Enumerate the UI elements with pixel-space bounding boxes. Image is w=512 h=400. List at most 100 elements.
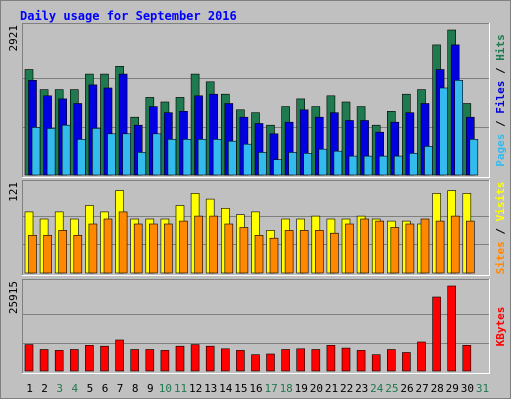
- bar-sites-day-2: [43, 235, 52, 274]
- bar-sites-day-4: [73, 235, 83, 274]
- x-tick-label: 26: [400, 382, 413, 395]
- x-tick-label: 8: [132, 382, 139, 395]
- axis-legend-part: KBytes: [494, 307, 507, 347]
- x-tick-label: 14: [219, 382, 233, 395]
- bar-pages-day-30: [469, 139, 479, 176]
- bar-sites-day-13: [209, 215, 218, 274]
- bar-kbytes-day-29: [447, 285, 457, 372]
- bar-kbytes-day-20: [311, 349, 321, 372]
- bar-pages-day-8: [137, 152, 146, 176]
- bar-pages-day-9: [152, 133, 162, 176]
- bar-kbytes-day-1: [24, 344, 34, 372]
- bar-pages-day-13: [212, 139, 222, 176]
- bar-pages-day-10: [167, 139, 177, 176]
- bar-kbytes-day-7: [115, 339, 124, 372]
- bar-pages-day-28: [439, 87, 448, 176]
- panel-visits_sites: 121 Sites / Visits: [7, 180, 507, 276]
- bar-kbytes-day-11: [175, 345, 185, 372]
- y-max-label: 121: [7, 182, 20, 202]
- bar-pages-day-25: [393, 155, 403, 176]
- bar-kbytes-day-19: [296, 348, 306, 372]
- bar-pages-day-7: [122, 133, 131, 176]
- bar-kbytes-day-3: [54, 350, 64, 372]
- bar-pages-day-15: [243, 143, 252, 176]
- x-tick-label: 7: [117, 382, 124, 395]
- x-tick-label: 25: [385, 382, 398, 395]
- bar-kbytes-day-5: [85, 344, 94, 372]
- bar-pages-day-23: [363, 155, 373, 176]
- bar-sites-day-18: [284, 230, 294, 274]
- panel-kbytes: 25915 KBytes: [7, 279, 507, 374]
- x-axis: 1 2 3 4 5 6 7 8 9 10 11 12 13 14 15 16 17 18 19 20 21 22 23 24 2…: [26, 382, 489, 395]
- bar-pages-day-2: [46, 128, 56, 176]
- bar-pages-day-29: [454, 80, 464, 176]
- bar-sites-day-29: [450, 215, 460, 274]
- axis-legend-part: Sites: [494, 241, 507, 274]
- bar-sites-day-9: [149, 223, 158, 274]
- bar-pages-day-4: [77, 139, 86, 176]
- bar-kbytes-day-14: [221, 348, 230, 372]
- x-tick-label: 17: [264, 382, 277, 395]
- bar-sites-day-16: [254, 235, 264, 274]
- bar-sites-day-23: [360, 218, 369, 274]
- bar-pages-day-24: [378, 155, 388, 176]
- bar-kbytes-day-28: [432, 296, 441, 372]
- x-tick-label: 5: [87, 382, 94, 395]
- bar-kbytes-day-23: [356, 350, 366, 372]
- x-tick-label: 11: [174, 382, 187, 395]
- bar-pages-day-17: [273, 159, 282, 176]
- panel-hits_files_pages: 2921 Pages / Files / Hits: [7, 23, 507, 178]
- x-tick-label: 16: [249, 382, 262, 395]
- bar-kbytes-day-15: [236, 350, 245, 372]
- bar-sites-day-28: [435, 220, 445, 274]
- x-tick-label: 21: [325, 382, 338, 395]
- x-tick-label: 12: [189, 382, 202, 395]
- bar-kbytes-day-8: [130, 349, 139, 372]
- axis-legend-hits_files_pages: Pages / Files / Hits: [494, 34, 507, 167]
- bar-pages-day-1: [31, 127, 41, 176]
- x-tick-label: 13: [204, 382, 217, 395]
- bar-kbytes-day-21: [326, 344, 336, 372]
- x-tick-label: 19: [295, 382, 308, 395]
- bar-pages-day-22: [348, 155, 358, 176]
- bar-sites-day-22: [345, 223, 354, 274]
- x-tick-label: 4: [71, 382, 78, 395]
- x-tick-label: 3: [56, 382, 63, 395]
- bar-sites-day-21: [330, 232, 339, 274]
- bar-kbytes-day-13: [205, 345, 215, 372]
- x-tick-label: 31: [476, 382, 489, 395]
- bar-sites-day-27: [420, 218, 430, 274]
- axis-legend-part: /: [494, 61, 507, 81]
- bar-pages-day-14: [228, 140, 237, 176]
- chart-title: Daily usage for September 2016: [20, 9, 237, 23]
- bar-kbytes-day-24: [371, 354, 381, 372]
- bar-pages-day-12: [197, 139, 207, 176]
- axis-legend-kbytes: KBytes: [494, 307, 507, 347]
- bar-pages-day-18: [288, 152, 297, 176]
- bar-kbytes-day-12: [190, 344, 200, 372]
- bar-sites-day-30: [465, 220, 475, 274]
- bar-sites-day-19: [299, 230, 309, 274]
- axis-legend-part: Pages: [494, 134, 507, 167]
- bar-sites-day-17: [269, 237, 279, 274]
- bar-kbytes-day-16: [251, 354, 260, 372]
- bar-kbytes-day-6: [100, 345, 109, 372]
- bar-kbytes-day-22: [341, 347, 351, 372]
- bar-kbytes-day-18: [281, 349, 290, 372]
- x-tick-label: 24: [370, 382, 384, 395]
- bar-sites-day-3: [58, 230, 68, 274]
- bar-pages-day-19: [303, 153, 313, 176]
- y-max-label: 25915: [7, 281, 20, 314]
- x-tick-label: 27: [415, 382, 428, 395]
- bar-pages-day-11: [182, 139, 192, 176]
- x-tick-label: 22: [340, 382, 353, 395]
- x-tick-label: 30: [461, 382, 474, 395]
- bar-pages-day-5: [92, 128, 101, 176]
- x-tick-label: 10: [159, 382, 172, 395]
- axis-legend-part: /: [494, 221, 507, 241]
- bar-sites-day-12: [194, 215, 203, 274]
- bar-pages-day-21: [333, 150, 343, 176]
- bar-sites-day-10: [164, 223, 173, 274]
- x-tick-label: 28: [431, 382, 444, 395]
